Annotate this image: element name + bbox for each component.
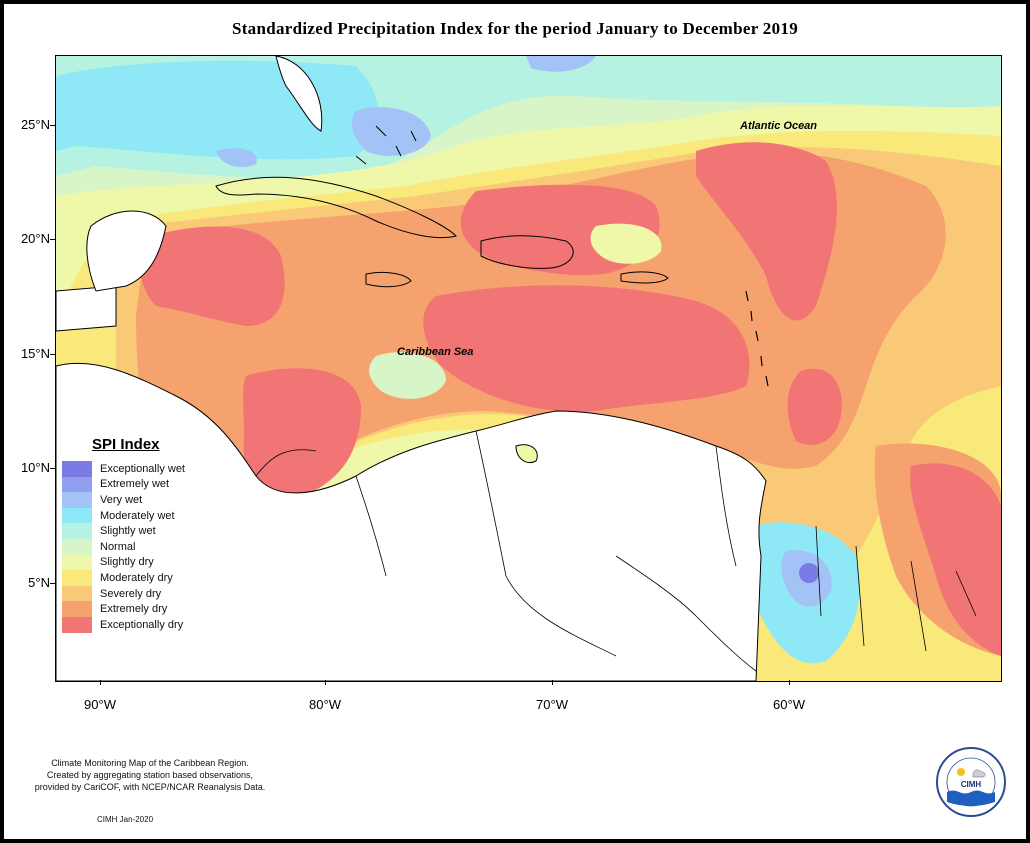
spi-field-exceptionally-wet-guyana	[799, 563, 819, 583]
credit-line-3: provided by CariCOF, with NCEP/NCAR Rean…	[34, 782, 266, 792]
country-borders	[255, 430, 757, 672]
legend-label: Slightly dry	[100, 556, 154, 569]
legend-item: Slightly dry	[62, 554, 262, 571]
legend-rows: Exceptionally wet Extremely wet Very wet Mo…	[62, 461, 262, 633]
lon-label-90w: 90°W	[84, 697, 116, 712]
spi-legend: SPI Index Exceptionally wet Extremely wet…	[62, 436, 262, 633]
label-caribbean-sea: Caribbean Sea	[397, 346, 474, 358]
map-stamp: CIMH Jan-2020	[97, 815, 154, 824]
spi-field-exceptionally-dry-central-america	[243, 368, 361, 502]
spi-field-slightly-dry-pocket	[590, 223, 662, 264]
legend-swatch	[62, 523, 92, 539]
legend-swatch	[62, 601, 92, 617]
lon-label-70w: 70°W	[536, 697, 568, 712]
spi-field-very-wet-north	[526, 56, 596, 72]
legend-swatch	[62, 585, 92, 602]
spi-map[interactable]	[55, 55, 1002, 682]
lat-label-15n: 15°N	[20, 346, 50, 361]
lat-tick	[50, 354, 55, 355]
land-south-america	[56, 362, 767, 681]
lat-tick	[50, 239, 55, 240]
wave-icon	[947, 790, 995, 806]
legend-swatch	[62, 554, 92, 571]
map-title: Standardized Precipitation Index for the…	[231, 19, 799, 38]
lon-tick	[325, 680, 326, 685]
legend-swatch	[62, 492, 92, 508]
legend-swatch	[62, 538, 92, 555]
legend-label: Exceptionally dry	[100, 618, 184, 631]
legend-label: Severely dry	[100, 587, 162, 600]
land-florida	[275, 56, 323, 132]
legend-swatch	[62, 507, 92, 524]
legend-title: SPI Index	[92, 436, 160, 453]
legend-label: Extremely dry	[100, 603, 168, 616]
land-yucatan	[86, 210, 167, 292]
legend-item: Extremely dry	[62, 601, 262, 617]
lat-tick	[50, 468, 55, 469]
island-cuba	[215, 176, 457, 239]
spi-field-exceptionally-dry-caribbean	[423, 285, 750, 412]
spi-field-exceptionally-dry-yucatan	[140, 226, 285, 326]
lon-label-80w: 80°W	[309, 697, 341, 712]
legend-item: Very wet	[62, 492, 262, 508]
legend-item: Normal	[62, 538, 262, 555]
legend-label: Moderately wet	[100, 509, 175, 522]
legend-label: Very wet	[100, 493, 143, 506]
land-mexico-west	[56, 285, 117, 332]
spi-field-normal-pocket	[369, 352, 446, 399]
legend-item: Exceptionally wet	[62, 461, 262, 477]
lake-maracaibo	[515, 444, 538, 463]
legend-item: Severely dry	[62, 585, 262, 602]
spi-field-exceptionally-dry-atlantic	[696, 142, 837, 321]
islands-bahamas	[355, 125, 417, 165]
legend-item: Exceptionally dry	[62, 616, 262, 633]
spi-field-moderately-wet	[56, 60, 379, 160]
guianas-borders	[815, 525, 977, 652]
legend-label: Normal	[100, 540, 136, 553]
spi-field-very-wet-cuba	[216, 148, 257, 168]
lon-label-60w: 60°W	[773, 697, 805, 712]
sun-icon	[957, 768, 965, 776]
label-atlantic-ocean: Atlantic Ocean	[740, 120, 818, 132]
island-jamaica	[365, 271, 412, 288]
lat-label-5n: 5°N	[28, 575, 50, 590]
legend-swatch	[62, 616, 92, 633]
lat-label-10n: 10°N	[20, 460, 50, 475]
island-hispaniola	[480, 235, 574, 269]
spi-field-exceptionally-dry-barbados	[787, 368, 842, 445]
legend-swatch	[62, 461, 92, 477]
lon-tick	[789, 680, 790, 685]
legend-label: Exceptionally wet	[100, 462, 185, 475]
island-puerto-rico	[620, 271, 669, 284]
map-credit: Climate Monitoring Map of the Caribbean …	[30, 757, 270, 793]
legend-label: Moderately dry	[100, 571, 173, 584]
lon-tick	[100, 680, 101, 685]
legend-item: Slightly wet	[62, 523, 262, 539]
lat-label-20n: 20°N	[20, 231, 50, 246]
legend-label: Slightly wet	[100, 525, 156, 538]
spi-field-very-wet-bahamas	[351, 107, 431, 156]
logo-text: CIMH	[961, 780, 982, 789]
legend-swatch	[62, 476, 92, 493]
islands-lesser-antilles	[745, 290, 769, 387]
legend-item: Moderately wet	[62, 507, 262, 524]
legend-swatch	[62, 570, 92, 586]
lat-tick	[50, 125, 55, 126]
legend-item: Moderately dry	[62, 570, 262, 586]
credit-line-1: Climate Monitoring Map of the Caribbean …	[51, 758, 249, 768]
lon-tick	[552, 680, 553, 685]
spi-map-canvas	[56, 56, 1001, 681]
cloud-icon	[972, 769, 986, 778]
legend-label: Extremely wet	[100, 478, 170, 491]
legend-item: Extremely wet	[62, 476, 262, 493]
spi-field-exceptionally-dry-far-east	[910, 463, 1001, 656]
credit-line-2: Created by aggregating station based obs…	[46, 770, 254, 780]
lat-tick	[50, 583, 55, 584]
cimh-logo: CIMH	[936, 747, 1006, 817]
lat-label-25n: 25°N	[20, 117, 50, 132]
